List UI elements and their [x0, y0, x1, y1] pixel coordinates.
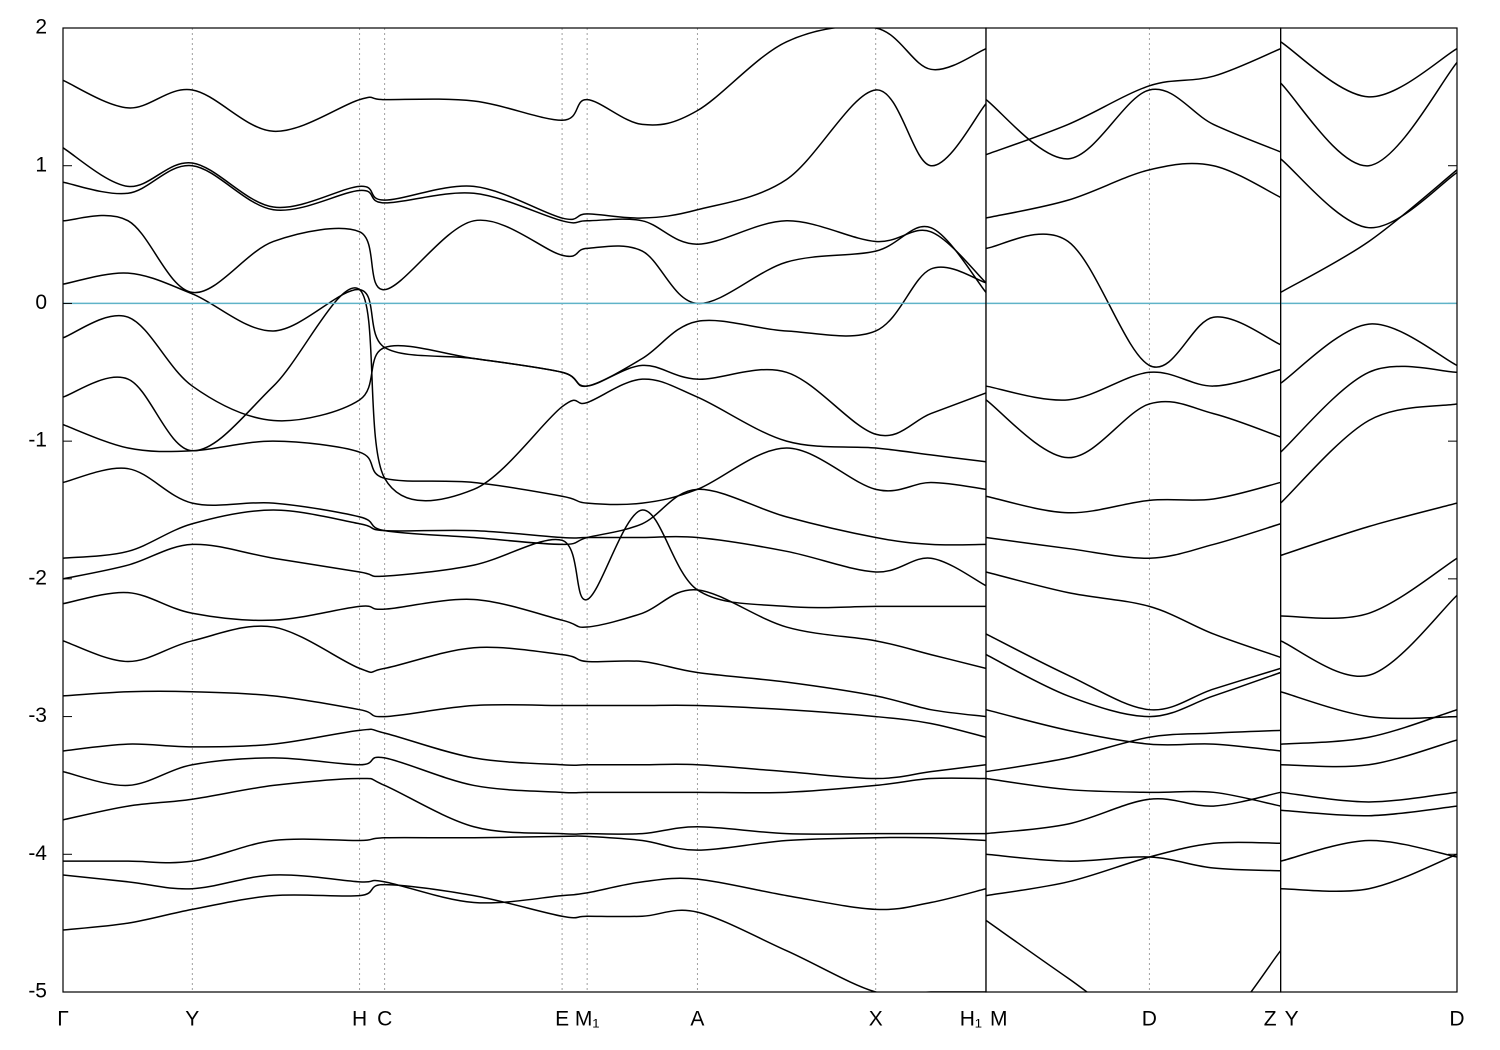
- band-line: [63, 287, 986, 502]
- band-line: [1280, 323, 1457, 384]
- band-line: [63, 28, 986, 133]
- band-line: [1280, 403, 1457, 504]
- band-line: [1280, 853, 1457, 892]
- band-line: [985, 708, 1281, 752]
- band-line: [63, 509, 986, 587]
- x-tick-label: M₁: [575, 1008, 600, 1031]
- panel: [63, 28, 986, 992]
- x-tick-label: D: [1449, 1008, 1464, 1031]
- band-line: [985, 729, 1281, 773]
- band-line: [1280, 365, 1457, 453]
- band-line: [63, 423, 986, 506]
- plot-frame: [985, 27, 1282, 993]
- band-line: [1280, 158, 1457, 229]
- band-line: [985, 368, 1281, 401]
- panel: [985, 28, 1281, 992]
- x-tick-label: H: [352, 1008, 367, 1031]
- band-line: [63, 756, 986, 794]
- y-tick-label: -5: [28, 980, 47, 1003]
- band-line: [985, 791, 1281, 835]
- y-tick-label: 0: [35, 291, 47, 314]
- x-tick-label: Γ: [57, 1008, 69, 1031]
- plot-frame: [1280, 27, 1458, 993]
- band-line: [63, 874, 986, 911]
- band-line: [63, 835, 986, 864]
- x-tick-label: E: [555, 1008, 569, 1031]
- band-line: [1280, 805, 1457, 817]
- y-tick-label: -1: [28, 429, 47, 452]
- band-line: [985, 571, 1281, 659]
- plot-frame: [62, 27, 987, 993]
- x-tick-label: X: [869, 1008, 883, 1031]
- band-line: [1280, 594, 1457, 678]
- band-line: [1280, 557, 1457, 620]
- band-line: [1280, 61, 1457, 167]
- band-line: [1280, 739, 1457, 768]
- band-line: [985, 399, 1281, 459]
- band-line: [1280, 708, 1457, 745]
- band-line: [63, 509, 986, 609]
- band-line: [985, 481, 1281, 514]
- band-line: [63, 164, 986, 284]
- y-tick-label: -3: [28, 704, 47, 727]
- band-line: [985, 162, 1281, 219]
- band-line: [63, 728, 986, 780]
- y-tick-label: 1: [35, 153, 47, 176]
- band-line: [1280, 791, 1457, 803]
- band-line: [985, 777, 1281, 807]
- x-tick-label: D: [1142, 1008, 1157, 1031]
- band-line: [985, 653, 1281, 718]
- x-tick-label: Y: [185, 1008, 199, 1031]
- y-tick-label: -2: [28, 566, 47, 589]
- band-line: [63, 467, 986, 546]
- band-line: [1280, 169, 1457, 294]
- x-tick-label: M: [990, 1008, 1008, 1031]
- band-line: [985, 88, 1281, 160]
- band-line: [985, 523, 1281, 559]
- band-line: [1280, 502, 1457, 557]
- band-line: [985, 841, 1281, 897]
- band-line: [63, 266, 986, 388]
- band-line: [63, 883, 986, 992]
- y-tick-label: 2: [35, 16, 47, 39]
- band-line: [1280, 839, 1457, 862]
- band-line: [985, 47, 1281, 156]
- band-line: [63, 690, 986, 738]
- band-line: [1280, 691, 1457, 720]
- band-line: [985, 233, 1281, 368]
- band-line: [63, 89, 986, 221]
- band-line: [985, 919, 1281, 992]
- band-line: [985, 633, 1281, 711]
- x-tick-label: C: [377, 1008, 392, 1031]
- x-tick-label: A: [690, 1008, 704, 1031]
- band-line: [63, 214, 986, 305]
- x-tick-label: Y: [1285, 1008, 1299, 1031]
- y-tick-label: -4: [28, 842, 47, 865]
- panel: [1280, 41, 1457, 892]
- band-line: [63, 589, 986, 670]
- band-line: [1280, 41, 1457, 98]
- x-tick-label: H₁: [960, 1008, 982, 1031]
- x-tick-label: Z: [1264, 1008, 1277, 1031]
- band-line: [63, 777, 986, 835]
- band-line: [63, 625, 986, 718]
- band-line: [63, 314, 986, 437]
